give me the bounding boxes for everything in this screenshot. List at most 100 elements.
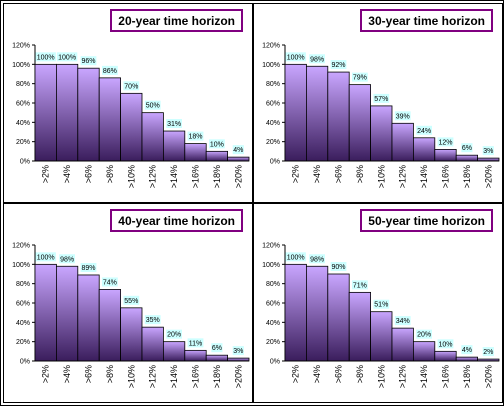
bar bbox=[56, 265, 79, 362]
y-tick-label: 20% bbox=[16, 139, 30, 146]
data-label-bg bbox=[209, 139, 225, 149]
data-label-bg bbox=[309, 54, 325, 64]
y-tick-label: 40% bbox=[266, 320, 280, 327]
y-tick-label: 60% bbox=[266, 101, 280, 108]
data-label: 100% bbox=[37, 254, 55, 261]
x-tick-label: >14% bbox=[419, 365, 429, 388]
bar bbox=[348, 84, 371, 162]
data-label: 96% bbox=[81, 58, 95, 65]
chart-title: 50-year time horizon bbox=[360, 209, 493, 232]
data-label-bg bbox=[35, 52, 56, 62]
bar bbox=[184, 143, 207, 162]
data-label-bg bbox=[123, 81, 140, 91]
bar bbox=[205, 354, 228, 362]
bar bbox=[412, 137, 436, 162]
bar bbox=[162, 341, 186, 362]
y-tick-label: 80% bbox=[266, 281, 280, 288]
data-label: 92% bbox=[331, 62, 345, 69]
chart-title: 30-year time horizon bbox=[360, 9, 493, 32]
x-tick-label: >10% bbox=[126, 365, 136, 388]
data-label: 6% bbox=[462, 145, 472, 152]
y-tick-label: 120% bbox=[262, 43, 280, 50]
data-label-bg bbox=[330, 262, 347, 271]
data-label: 57% bbox=[374, 96, 388, 103]
y-tick-label: 40% bbox=[16, 120, 30, 127]
bar bbox=[56, 63, 79, 162]
chart-svg: 0% 20% 40% 60% 80% 100% 120% 100% >2% 100% >4% 96% >… bbox=[12, 43, 250, 188]
chart-panel-50-year: 0% 20% 40% 60% 80% 100% 120% 100% >2% 98% >4% 90% >6… bbox=[253, 203, 503, 403]
y-tick-label: 120% bbox=[12, 243, 30, 250]
x-tick-label: >12% bbox=[148, 165, 158, 188]
x-tick-label: >6% bbox=[84, 365, 94, 383]
data-label-bg bbox=[416, 125, 432, 135]
bar bbox=[120, 92, 143, 162]
x-tick-label: >2% bbox=[291, 165, 301, 183]
chart-panel-40-year: 0% 20% 40% 60% 80% 100% 120% 100% >2% 98% >4% 89% >6… bbox=[3, 203, 253, 403]
data-label-bg bbox=[35, 252, 56, 262]
data-label-bg bbox=[482, 347, 494, 357]
data-label-bg bbox=[211, 343, 223, 353]
x-tick-label: >10% bbox=[126, 165, 136, 188]
x-tick-label: >16% bbox=[191, 165, 201, 188]
chart-svg: 0% 20% 40% 60% 80% 100% 120% 100% >2% 98% >4% 89% >6… bbox=[12, 243, 250, 388]
data-label-bg bbox=[187, 131, 204, 141]
data-label-bg bbox=[232, 346, 244, 356]
bar bbox=[141, 326, 164, 362]
y-tick-label: 100% bbox=[12, 62, 30, 69]
data-label-bg bbox=[352, 72, 368, 82]
data-label: 11% bbox=[189, 340, 203, 347]
bar bbox=[162, 130, 186, 162]
bar bbox=[284, 263, 307, 362]
data-label-bg bbox=[102, 277, 118, 287]
bar bbox=[77, 274, 100, 362]
bar bbox=[370, 105, 393, 162]
chart-panel-20-year: 0% 20% 40% 60% 80% 100% 120% 100% >2% 100% >4% 96% >… bbox=[3, 3, 253, 203]
x-tick-label: >16% bbox=[191, 365, 201, 388]
data-label-bg bbox=[144, 100, 161, 110]
bar bbox=[348, 291, 371, 362]
y-tick-label: 0% bbox=[270, 359, 280, 366]
bar bbox=[98, 289, 121, 362]
data-label: 35% bbox=[146, 317, 160, 324]
data-label: 100% bbox=[287, 254, 305, 261]
data-label: 55% bbox=[124, 298, 138, 305]
x-tick-label: >4% bbox=[312, 365, 322, 383]
x-tick-label: >20% bbox=[233, 365, 243, 388]
data-label: 100% bbox=[287, 54, 305, 61]
x-tick-label: >2% bbox=[291, 365, 301, 383]
y-tick-label: 20% bbox=[266, 339, 280, 346]
y-tick-label: 100% bbox=[262, 262, 280, 269]
x-tick-label: >8% bbox=[355, 165, 365, 183]
x-tick-label: >20% bbox=[233, 165, 243, 188]
bar bbox=[412, 341, 436, 362]
bar bbox=[370, 311, 393, 362]
data-label: 20% bbox=[167, 332, 181, 339]
data-label-bg bbox=[309, 254, 325, 264]
bar bbox=[391, 122, 414, 162]
x-tick-label: >20% bbox=[483, 165, 493, 188]
data-label: 71% bbox=[353, 282, 367, 289]
y-tick-label: 60% bbox=[16, 101, 30, 108]
data-label-bg bbox=[144, 315, 161, 325]
data-label-bg bbox=[330, 60, 347, 70]
x-tick-label: >14% bbox=[419, 165, 429, 188]
data-label-bg bbox=[482, 146, 494, 156]
x-tick-label: >4% bbox=[62, 165, 72, 183]
bar bbox=[284, 63, 307, 162]
x-tick-label: >6% bbox=[84, 165, 94, 183]
data-label-bg bbox=[166, 329, 182, 339]
data-label-bg bbox=[80, 56, 97, 66]
x-tick-label: >18% bbox=[212, 165, 222, 188]
bar bbox=[34, 263, 57, 362]
y-tick-label: 20% bbox=[16, 339, 30, 346]
data-label-bg bbox=[461, 345, 473, 355]
chart-svg: 0% 20% 40% 60% 80% 100% 120% 100% >2% 98% >4% 90% >6… bbox=[262, 243, 500, 388]
data-label: 98% bbox=[60, 256, 74, 263]
bar bbox=[205, 150, 228, 162]
data-label-bg bbox=[232, 145, 244, 155]
data-label-bg bbox=[373, 93, 390, 103]
bar bbox=[434, 148, 457, 162]
data-label: 6% bbox=[212, 345, 222, 352]
data-label: 3% bbox=[483, 148, 493, 155]
